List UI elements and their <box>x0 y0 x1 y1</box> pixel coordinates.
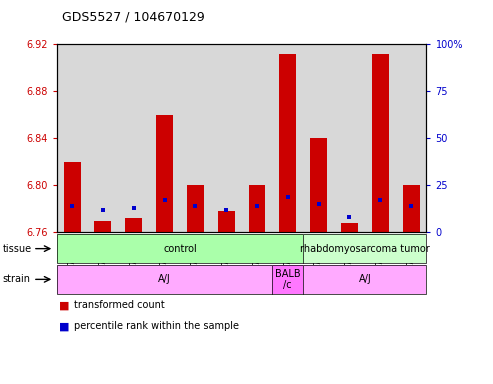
Bar <box>57 44 88 232</box>
Bar <box>218 211 235 232</box>
Text: BALB
/c: BALB /c <box>275 268 301 290</box>
Bar <box>403 185 420 232</box>
Text: transformed count: transformed count <box>74 300 165 310</box>
Bar <box>395 44 426 232</box>
Text: ■: ■ <box>59 321 70 331</box>
Bar <box>125 218 142 232</box>
Bar <box>211 44 242 232</box>
Point <box>68 203 76 209</box>
Bar <box>88 44 118 232</box>
Point <box>253 203 261 209</box>
Bar <box>334 44 365 232</box>
Point <box>407 203 415 209</box>
Text: A/J: A/J <box>158 274 171 285</box>
Text: ■: ■ <box>59 300 70 310</box>
Bar <box>95 220 111 232</box>
Point <box>161 197 169 204</box>
Point <box>191 203 199 209</box>
Bar <box>242 44 272 232</box>
Bar <box>303 44 334 232</box>
Bar <box>118 44 149 232</box>
Point <box>130 205 138 211</box>
Bar <box>248 185 265 232</box>
Text: rhabdomyosarcoma tumor: rhabdomyosarcoma tumor <box>300 243 430 254</box>
Bar <box>187 185 204 232</box>
Text: tissue: tissue <box>2 243 32 254</box>
Text: percentile rank within the sample: percentile rank within the sample <box>74 321 239 331</box>
Bar <box>365 44 395 232</box>
Bar <box>280 54 296 232</box>
Point <box>315 201 322 207</box>
Text: A/J: A/J <box>358 274 371 285</box>
Point <box>222 207 230 213</box>
Bar <box>64 162 80 232</box>
Bar <box>372 54 388 232</box>
Bar <box>156 115 173 232</box>
Point <box>99 207 107 213</box>
Point <box>284 194 292 200</box>
Text: control: control <box>163 243 197 254</box>
Text: GDS5527 / 104670129: GDS5527 / 104670129 <box>62 10 205 23</box>
Point <box>376 197 384 204</box>
Bar <box>180 44 211 232</box>
Bar <box>341 223 358 232</box>
Point <box>346 214 353 220</box>
Bar <box>310 138 327 232</box>
Text: strain: strain <box>2 274 31 285</box>
Bar <box>149 44 180 232</box>
Bar <box>272 44 303 232</box>
